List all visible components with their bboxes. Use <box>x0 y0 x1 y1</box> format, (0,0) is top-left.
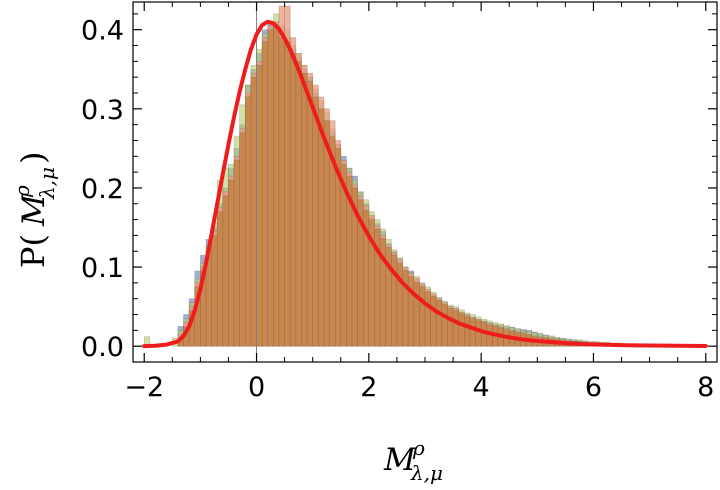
y-label-close: ) <box>14 152 52 164</box>
histogram-bar-s3-7 <box>216 211 224 347</box>
histogram-bars <box>143 5 684 347</box>
y-axis-label: P( M ρ λ,μ ) <box>10 152 59 268</box>
histogram-bar-s3-43 <box>419 286 426 347</box>
histogram-bar-s3-52 <box>469 318 476 347</box>
x-label-sub: λ,μ <box>410 461 443 485</box>
x-tick-label-2: 2 <box>360 372 377 403</box>
histogram-bar-s3-51 <box>464 315 471 347</box>
histogram-bar-s3-13 <box>250 76 257 347</box>
histogram-bar-s3-45 <box>430 296 437 347</box>
histogram-bar-s3-12 <box>245 96 252 347</box>
histogram-bar-s3-44 <box>424 291 431 347</box>
x-label-sup: ρ <box>412 436 425 460</box>
y-label-m: M <box>16 193 52 227</box>
histogram-bar-s3-23 <box>306 80 313 347</box>
histogram-bar-s3-53 <box>475 320 482 347</box>
histogram-bar-s3-8 <box>222 195 229 347</box>
histogram-bar-s3-46 <box>435 299 443 347</box>
histogram-bar-s3-24 <box>312 96 319 347</box>
histogram-bar-s3-50 <box>458 313 465 347</box>
x-tick-label-1: 0 <box>248 372 265 403</box>
y-tick-label-4: 0.4 <box>81 16 124 47</box>
y-tick-label-3: 0.3 <box>81 95 124 126</box>
y-label-sub: λ,μ <box>35 167 59 200</box>
histogram-bar-s3-20 <box>289 53 297 347</box>
y-tick-label-0: 0.0 <box>81 332 124 363</box>
histogram-bar-s3-25 <box>318 108 325 347</box>
x-tick-label-0: −2 <box>124 372 164 403</box>
y-label-sup: ρ <box>10 185 34 198</box>
y-tick-label-1: 0.1 <box>81 253 124 284</box>
histogram-bar-s3-48 <box>447 307 454 347</box>
histogram-bar-s3-11 <box>239 132 246 347</box>
histogram-bar-s3-9 <box>228 179 235 347</box>
histogram-bar-s3-6 <box>211 235 218 347</box>
x-axis-label: M ρ λ,μ <box>383 436 443 485</box>
histogram-bar-s3-15 <box>261 41 269 347</box>
x-tick-label-3: 4 <box>473 372 490 403</box>
y-label-p: P( <box>14 234 52 268</box>
y-tick-label-2: 0.2 <box>81 174 124 205</box>
histogram-bar-s3-47 <box>441 303 448 347</box>
histogram-bar-s3-42 <box>413 281 420 347</box>
histogram-bar-s3-10 <box>233 159 240 347</box>
histogram-bar-s3-18 <box>278 37 285 347</box>
histogram-bar-s3-16 <box>267 29 274 347</box>
histogram-bar-s3-22 <box>301 72 308 347</box>
histogram-bar-s3-19 <box>284 41 291 347</box>
histogram-bar-s3-21 <box>295 61 302 347</box>
x-label-base: M <box>383 442 417 478</box>
axis-ticks: −2 0 2 4 6 8 0.0 0.1 0.2 0.3 0.4 <box>81 2 717 403</box>
x-tick-label-5: 8 <box>697 372 714 403</box>
histogram-bar-s3-14 <box>256 64 263 347</box>
histogram-bar-s3-17 <box>273 25 280 347</box>
x-tick-label-4: 6 <box>585 372 602 403</box>
histogram-bar-s3-49 <box>452 310 459 347</box>
fit-curve <box>142 19 708 349</box>
fit-curve-line <box>142 19 708 349</box>
